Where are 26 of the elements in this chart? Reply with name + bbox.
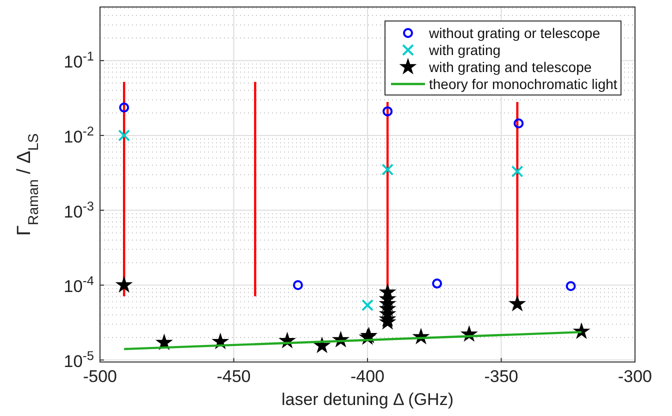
point xyxy=(566,281,576,292)
x-tick-label: -300 xyxy=(618,367,652,386)
legend-label: with grating xyxy=(428,42,501,58)
y-tick-label: 10$^{-4}$ xyxy=(64,272,94,296)
x-tick-label: -350 xyxy=(484,367,518,386)
y-tick-label: 10$^{-1}$ xyxy=(64,48,94,72)
point xyxy=(382,164,394,176)
x-tick-label: -450 xyxy=(216,367,251,386)
point xyxy=(118,129,130,142)
point xyxy=(514,118,524,128)
legend-label: without grating or telescope xyxy=(428,25,600,41)
legend-label: with grating and telescope xyxy=(428,59,592,75)
x-tick-label: -400 xyxy=(350,367,385,386)
point xyxy=(432,278,442,289)
legend-label: theory for monochromatic light xyxy=(429,76,618,92)
point xyxy=(362,299,374,312)
point xyxy=(509,296,526,311)
y-tick-label: 10$^{-3}$ xyxy=(64,198,94,222)
point xyxy=(314,337,330,353)
point xyxy=(119,102,130,113)
point xyxy=(511,165,524,178)
point xyxy=(116,276,132,292)
point xyxy=(292,280,303,290)
y-tick-label: 10$^{-2}$ xyxy=(64,122,94,146)
point xyxy=(382,106,393,116)
x-axis-title: laser detuning Δ (GHz) xyxy=(282,390,454,409)
